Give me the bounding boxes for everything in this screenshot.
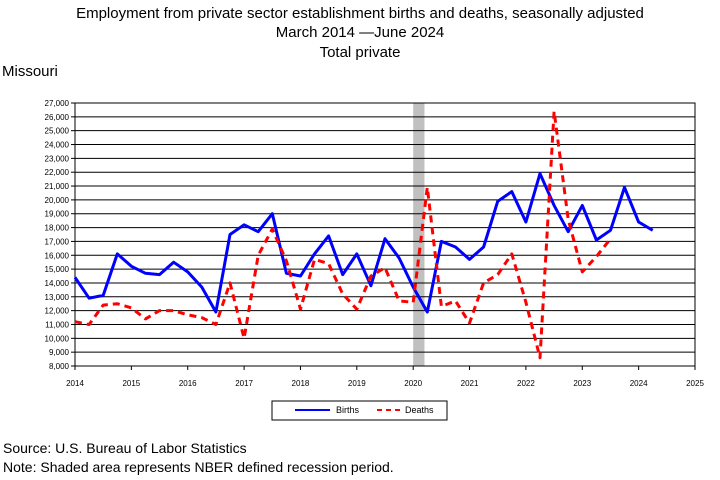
date-range-start: March 2014	[275, 24, 355, 41]
x-tick-label: 2016	[179, 379, 197, 388]
recession-note: Note: Shaded area represents NBER define…	[3, 459, 394, 475]
chart-title: Employment from private sector establish…	[76, 5, 644, 22]
x-tick-label: 2023	[573, 379, 591, 388]
x-axis: 2014 2015 2016 2017 2018 2019 2020 2021 2022 2023…	[66, 366, 704, 388]
date-range-end: June 2024	[374, 24, 445, 41]
y-tick-label: 20,000	[45, 196, 70, 205]
recession-shade	[413, 103, 425, 366]
y-tick-label: 25,000	[45, 127, 70, 136]
x-tick-label: 2022	[517, 379, 535, 388]
chart-subtitle-series: Total private	[319, 44, 401, 61]
y-tick-label: 8,000	[49, 362, 70, 371]
y-tick-label: 22,000	[45, 168, 70, 177]
y-tick-label: 27,000	[45, 99, 70, 108]
y-tick-label: 12,000	[45, 307, 70, 316]
x-tick-label: 2014	[66, 379, 84, 388]
region-label: Missouri	[2, 63, 58, 80]
y-tick-label: 16,000	[45, 251, 70, 260]
y-tick-label: 23,000	[45, 154, 70, 163]
x-tick-label: 2018	[292, 379, 310, 388]
legend: Births Deaths	[271, 400, 448, 421]
y-tick-label: 19,000	[45, 210, 70, 219]
series-layer	[73, 109, 654, 360]
x-tick-label: 2021	[461, 379, 479, 388]
plot-frame	[74, 102, 696, 367]
legend-deaths-label: Deaths	[405, 405, 434, 415]
y-tick-label: 18,000	[45, 224, 70, 233]
y-tick-label: 14,000	[45, 279, 70, 288]
y-tick-label: 9,000	[49, 348, 70, 357]
recession-layer	[413, 103, 425, 366]
y-tick-label: 17,000	[45, 237, 70, 246]
grid-layer	[75, 102, 695, 367]
chart-subtitle-date-range: March 2014 —June 2024	[0, 23, 720, 42]
x-tick-label: 2015	[122, 379, 140, 388]
source-note: Source: U.S. Bureau of Labor Statistics	[3, 440, 247, 456]
y-tick-label: 21,000	[45, 182, 70, 191]
x-tick-label: 2019	[348, 379, 366, 388]
y-tick-label: 13,000	[45, 293, 70, 302]
y-tick-label: 26,000	[45, 113, 70, 122]
x-tick-label: 2017	[235, 379, 253, 388]
x-tick-label: 2025	[686, 379, 704, 388]
y-tick-label: 15,000	[45, 265, 70, 274]
legend-births-label: Births	[336, 405, 360, 415]
date-range-dash-glyph: —	[359, 24, 375, 41]
x-tick-label: 2024	[630, 379, 648, 388]
series-line-births	[73, 172, 654, 314]
y-axis: 8,000 9,000 10,000 11,000 12,000 13,000 14,000…	[45, 99, 75, 371]
legend-box	[271, 400, 448, 421]
y-tick-label: 24,000	[45, 141, 70, 150]
y-tick-label: 11,000	[45, 320, 69, 329]
y-tick-label: 10,000	[45, 334, 70, 343]
line-chart: 8,000 9,000 10,000 11,000 12,000 13,000 14,000…	[45, 99, 704, 421]
x-tick-label: 2020	[404, 379, 422, 388]
series-line-deaths	[74, 109, 612, 360]
